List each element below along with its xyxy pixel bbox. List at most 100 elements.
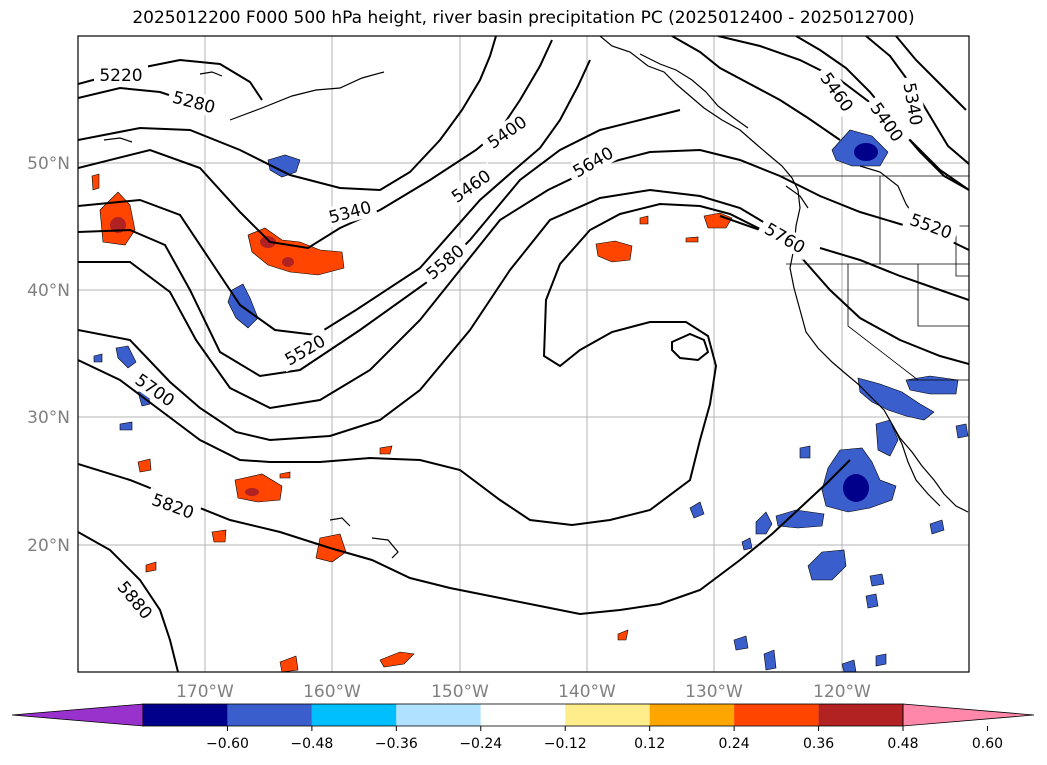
colorbar: −0.60 −0.48 −0.36 −0.24 −0.12 0.12 0.24 0.36 0.4… <box>11 703 1035 752</box>
colorbar-tick-label: 0.12 <box>634 736 665 752</box>
precip-negative-area <box>869 573 885 587</box>
precip-positive-area <box>379 651 415 668</box>
colorbar-segment <box>565 704 650 726</box>
contour-5400 <box>78 59 591 337</box>
precip-negative-area <box>733 635 749 651</box>
baja-california-coast <box>891 423 941 507</box>
colorbar-segment <box>734 704 819 726</box>
colorbar-segment <box>227 704 312 726</box>
precip-negative-area <box>267 154 301 178</box>
interior-coastline <box>859 165 915 217</box>
precip-positive-area <box>137 458 152 473</box>
precip-negative-area <box>775 509 825 529</box>
contour-5700-east <box>819 247 969 301</box>
map-title: 2025012200 F000 500 hPa height, river ba… <box>132 8 915 28</box>
state-border <box>917 264 969 327</box>
precip-negative-area <box>755 511 773 535</box>
hawaii-islands <box>329 517 351 527</box>
colorbar-tick-label: 0.48 <box>887 736 918 752</box>
precip-positive-area <box>595 240 633 263</box>
aleutian-islands <box>229 71 385 121</box>
precip-negative-area <box>929 519 945 535</box>
colorbar-frame <box>142 703 904 727</box>
lon-label: 150°W <box>431 682 489 702</box>
contour-5700-closed <box>671 332 710 362</box>
lon-label: 120°W <box>813 682 871 702</box>
contour-5460 <box>78 109 681 378</box>
contour-5640-a <box>671 36 841 141</box>
contour-5280-b <box>78 36 497 192</box>
precip-negative-area <box>115 345 137 369</box>
plot-frame <box>77 35 970 673</box>
lat-label: 30°N <box>27 408 70 428</box>
contour-5640-b <box>78 202 969 527</box>
precip-positive-area <box>279 655 299 672</box>
precip-negative-area <box>865 593 879 609</box>
lat-label: 40°N <box>27 281 70 301</box>
contour-label: 5220 <box>99 66 142 86</box>
precip-positive-core <box>110 217 126 233</box>
colorbar-segment <box>480 704 566 726</box>
precip-positive-core <box>260 236 276 248</box>
contour-5580 <box>78 188 791 442</box>
colorbar-segment <box>396 704 481 726</box>
precip-negative-area <box>119 421 133 431</box>
precip-negative-area <box>689 501 705 519</box>
colorbar-segment <box>143 704 228 726</box>
colorbar-tick-label: 0.36 <box>803 736 834 752</box>
lon-label: 170°W <box>176 682 234 702</box>
precip-positive-area <box>145 561 157 573</box>
precip-positive-core <box>245 488 259 496</box>
precip-negative-area <box>857 377 935 421</box>
us-mexico-border <box>908 379 969 400</box>
colorbar-segment <box>818 704 903 726</box>
precip-negative-area <box>905 375 959 395</box>
precip-positive-area <box>639 215 649 225</box>
precip-negative-area <box>841 659 857 672</box>
aleutian-islands <box>103 137 133 143</box>
latitude-labels: 50°N 40°N 30°N 20°N <box>27 154 70 556</box>
alaska-panhandle-coast <box>639 53 749 129</box>
hawaii-islands <box>371 537 399 559</box>
longitude-labels: 170°W 160°W 150°W 140°W 130°W 120°W <box>176 682 871 702</box>
precip-shading <box>91 129 969 672</box>
colorbar-extend-min <box>11 703 144 727</box>
precip-negative-area <box>741 537 753 551</box>
contour-5520 <box>78 148 969 410</box>
colorbar-tick-label: 0.60 <box>972 736 1003 752</box>
precip-negative-area <box>93 353 103 363</box>
precip-positive-core <box>282 257 294 267</box>
precip-negative-area <box>955 423 969 439</box>
colorbar-tick-label: 0.24 <box>719 736 750 752</box>
precip-negative-area <box>763 649 777 671</box>
precip-positive-area <box>279 471 291 479</box>
colorbar-tick-label: −0.36 <box>375 736 418 752</box>
precip-positive-area <box>91 173 100 191</box>
precip-negative-area <box>807 549 847 581</box>
lon-label: 130°W <box>685 682 743 702</box>
colorbar-tick-label: −0.12 <box>544 736 587 752</box>
colorbar-tick-label: −0.48 <box>290 736 333 752</box>
contour-5820 <box>78 531 179 672</box>
lat-label: 20°N <box>27 536 70 556</box>
contour-5280-east <box>895 36 967 111</box>
lon-label: 140°W <box>558 682 616 702</box>
colorbar-tick-label: −0.60 <box>206 736 249 752</box>
coastlines <box>103 36 969 559</box>
lon-label: 160°W <box>303 682 361 702</box>
contour-5460-east <box>717 36 969 191</box>
precip-negative-area <box>875 419 899 457</box>
vancouver-island <box>785 185 809 209</box>
precip-negative-area <box>799 445 811 459</box>
precip-positive-area <box>685 236 699 243</box>
precip-positive-area <box>379 445 393 455</box>
colorbar-segment <box>649 704 735 726</box>
colorbar-segment <box>311 704 397 726</box>
aleutian-islands <box>199 71 223 77</box>
colorbar-extend-max <box>902 703 1035 727</box>
precip-positive-area <box>211 529 227 543</box>
precip-negative-core <box>843 474 869 502</box>
precip-positive-area <box>617 629 629 641</box>
contour-5760 <box>78 459 851 616</box>
